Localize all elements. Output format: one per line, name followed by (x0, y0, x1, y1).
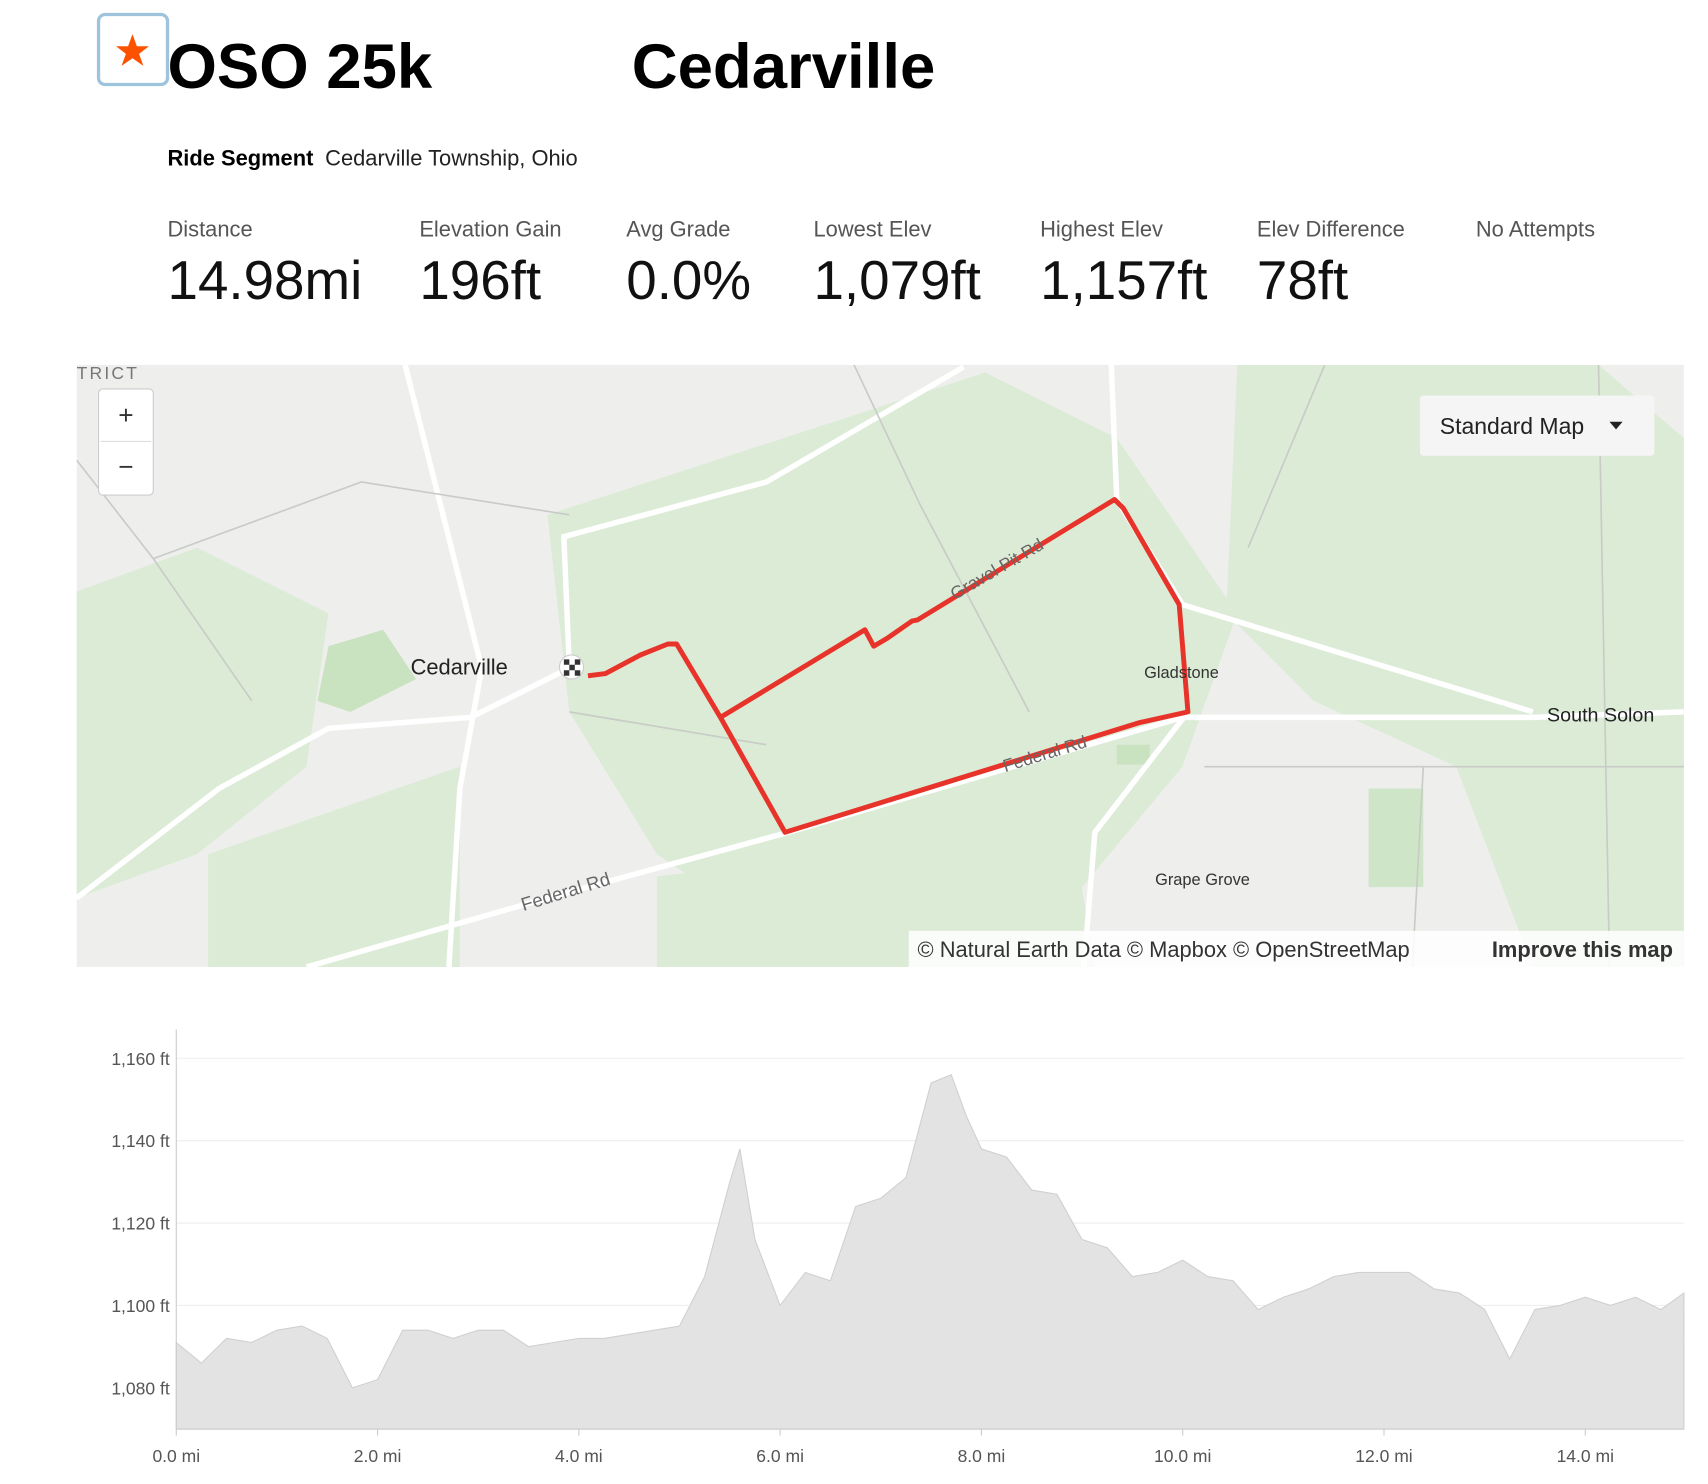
segment-type: Ride Segment (168, 146, 315, 171)
stat-value: 14.98mi (168, 249, 363, 311)
star-icon (116, 34, 149, 66)
stat-label: Elev Difference (1257, 217, 1405, 242)
attribution: © Natural Earth Data © Mapbox © OpenStre… (918, 937, 1410, 962)
map-place-label: Cedarville (411, 655, 508, 680)
route-line (587, 497, 1191, 835)
elevation-chart: 1,080 ft 1,100 ft 1,120 ft 1,140 ft 1,160 ft… (111, 1029, 1685, 1466)
stat-value: 1,079ft (813, 249, 980, 311)
stat-label: No Attempts (1476, 217, 1595, 242)
y-tick-label: 1,080 ft (111, 1378, 170, 1398)
stat-label: Elevation Gain (419, 217, 561, 242)
zoom-in[interactable]: + (118, 400, 133, 430)
x-tick-label: 14.0 mi (1557, 1446, 1614, 1466)
stat-value: 78ft (1257, 249, 1348, 311)
stat-value: 0.0% (626, 249, 751, 311)
map-style-label: Standard Map (1440, 413, 1584, 439)
stat-label: Distance (168, 217, 253, 242)
y-tick-label: 1,140 ft (111, 1131, 170, 1151)
x-tick-label: 4.0 mi (555, 1446, 603, 1466)
map-place-label: TRICT (77, 363, 139, 383)
stat-label: Avg Grade (626, 217, 730, 242)
map-place-label: Grape Grove (1155, 871, 1250, 889)
map-place-label: Gladstone (1144, 664, 1219, 682)
map[interactable]: TRICT Cedarville Gladstone South Solon Grape… (76, 363, 1684, 967)
attribution-box (908, 930, 1684, 967)
y-tick-label: 1,100 ft (111, 1296, 170, 1316)
y-tick-label: 1,120 ft (111, 1214, 170, 1234)
x-tick-label: 0.0 mi (152, 1446, 200, 1466)
stat-label: Lowest Elev (813, 217, 931, 242)
x-tick-label: 12.0 mi (1355, 1446, 1412, 1466)
x-tick-label: 8.0 mi (958, 1446, 1006, 1466)
map-style-dropdown[interactable] (1420, 395, 1655, 456)
stat-label: Highest Elev (1040, 217, 1163, 242)
stat-value: 196ft (419, 249, 541, 311)
title: Cedarville (632, 32, 936, 102)
y-tick-label: 1,160 ft (111, 1049, 170, 1069)
map-labels: TRICT Cedarville Gladstone South Solon Grape… (77, 363, 1655, 915)
location: Cedarville Township, Ohio (325, 146, 578, 171)
stat-value: 1,157ft (1040, 249, 1207, 311)
x-tick-label: 2.0 mi (354, 1446, 402, 1466)
elevation-area (175, 1074, 1685, 1430)
title: OSO 25k (168, 32, 433, 102)
stats: Distance 14.98mi Elevation Gain 196ft Avg Gr… (168, 217, 1596, 311)
dropdown-arrow (1609, 421, 1623, 430)
improve-map-link[interactable]: Improve this map (1492, 937, 1673, 962)
x-tick-label: 6.0 mi (756, 1446, 804, 1466)
zoom-out[interactable]: − (118, 451, 133, 481)
start-flag (563, 659, 581, 676)
map-place-label: South Solon (1547, 705, 1654, 727)
x-tick-label: 10.0 mi (1154, 1446, 1211, 1466)
map-roads (76, 364, 1684, 967)
